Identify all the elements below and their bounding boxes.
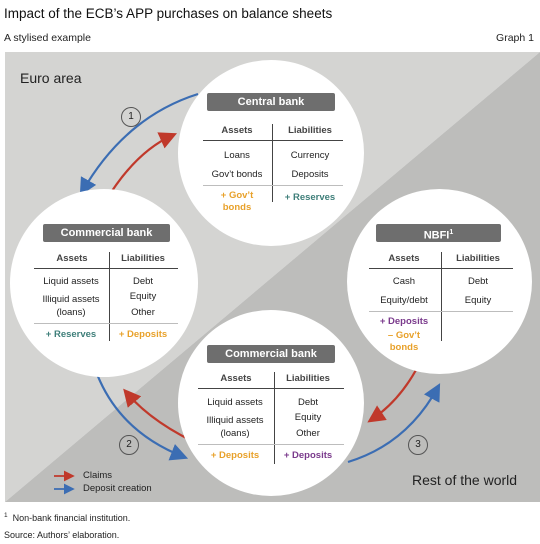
commercial-bank-row-liability-other: Other [296, 428, 320, 439]
legend-claims-label: Claims [83, 470, 113, 481]
commercial-bank-ea-liability-debt: Debt [132, 276, 154, 287]
euro-area-label: Euro area [20, 70, 82, 86]
claim-arrow-3 [367, 369, 417, 423]
graph-title: Impact of the ECB’s APP purchases on bal… [4, 6, 333, 21]
commercial-bank-ea-liability-equity: Equity [129, 291, 157, 302]
footnote-text: Non-bank financial institution. [12, 513, 131, 523]
commercial-bank-ea-title: Commercial bank [43, 224, 170, 242]
nbfi-asset-equity-debt: Equity/debt [380, 295, 428, 306]
commercial-bank-row-liability-debt: Debt [297, 397, 319, 408]
nbfi-assets-header: Assets [388, 253, 420, 264]
legend-swatches [54, 470, 75, 495]
diagram-panel: Euro area Rest of the world 1 2 3 Centra… [5, 52, 540, 502]
commercial-bank-row-liability-equity: Equity [294, 412, 322, 423]
nbfi-title-text: NBFI [423, 229, 450, 242]
step-2-marker: 2 [119, 435, 139, 455]
central-bank-circle: Central bank Assets Liabilities Loans Go… [178, 60, 364, 246]
commercial-bank-row-asset-loans: (loans) [220, 428, 250, 439]
commercial-bank-ea-asset-change: + Reserves [45, 329, 97, 340]
central-bank-asset-change-2: bonds [222, 202, 252, 213]
nbfi-circle: NBFI1 Assets Liabilities Cash Equity/deb… [347, 189, 532, 374]
nbfi-title: NBFI1 [376, 224, 501, 242]
deposit-arrow-2 [95, 373, 189, 461]
nbfi-liability-equity: Equity [464, 295, 492, 306]
central-bank-liability-currency: Currency [290, 150, 330, 161]
commercial-bank-row-liabilities-header: Liabilities [286, 373, 330, 384]
legend-deposit-label: Deposit creation [83, 483, 152, 494]
commercial-bank-row-asset-liquid: Liquid assets [207, 397, 263, 408]
central-bank-assets-header: Assets [221, 125, 253, 136]
central-bank-asset-change-1: + Gov’t [220, 190, 254, 201]
rest-of-world-label: Rest of the world [412, 472, 518, 488]
graph-number: Graph 1 [496, 32, 534, 44]
central-bank-liabilities-header: Liabilities [288, 125, 332, 136]
nbfi-liability-debt: Debt [467, 276, 489, 287]
commercial-bank-ea-circle: Commercial bank Assets Liabilities Liqui… [10, 189, 198, 377]
nbfi-liabilities-header: Liabilities [456, 253, 500, 264]
commercial-bank-ea-asset-liquid: Liquid assets [43, 276, 99, 287]
commercial-bank-ea-liability-change: + Deposits [118, 329, 168, 340]
commercial-bank-row-asset-change: + Deposits [210, 450, 260, 461]
commercial-bank-ea-liability-other: Other [131, 307, 155, 318]
deposit-arrow-3 [347, 383, 441, 464]
central-bank-liability-change: + Reserves [284, 192, 336, 203]
commercial-bank-ea-asset-illiquid: Illiquid assets [42, 294, 100, 305]
central-bank-asset-govt-bonds: Gov’t bonds [211, 169, 263, 180]
step-1-marker: 1 [121, 107, 141, 127]
deposit-arrow-1 [79, 92, 199, 196]
footnote-mark: 1 [4, 512, 8, 519]
commercial-bank-ea-assets-header: Assets [56, 253, 88, 264]
commercial-bank-row-asset-illiquid: Illiquid assets [206, 415, 264, 426]
nbfi-asset-cash: Cash [392, 276, 416, 287]
nbfi-title-footnote-mark: 1 [449, 229, 454, 236]
commercial-bank-ea-liabilities-header: Liabilities [121, 253, 165, 264]
commercial-bank-row-liability-change: + Deposits [283, 450, 333, 461]
commercial-bank-row-assets-header: Assets [220, 373, 252, 384]
central-bank-liability-deposits: Deposits [291, 169, 329, 180]
commercial-bank-row-title: Commercial bank [207, 345, 335, 363]
footnote: 1 Non-bank financial institution. [4, 512, 130, 523]
nbfi-asset-change-govt-1: – Gov’t [387, 330, 421, 341]
central-bank-title: Central bank [207, 93, 335, 111]
commercial-bank-row-circle: Commercial bank Assets Liabilities Liqui… [178, 310, 364, 496]
source-note: Source: Authors’ elaboration. [4, 530, 120, 540]
nbfi-asset-change-deposits: + Deposits [379, 316, 429, 327]
commercial-bank-ea-asset-loans: (loans) [56, 307, 86, 318]
graph-subtitle: A stylised example [4, 32, 91, 44]
flow-arrows [79, 92, 441, 464]
step-3-marker: 3 [408, 435, 428, 455]
central-bank-asset-loans: Loans [224, 150, 250, 161]
nbfi-asset-change-govt-2: bonds [389, 342, 419, 353]
